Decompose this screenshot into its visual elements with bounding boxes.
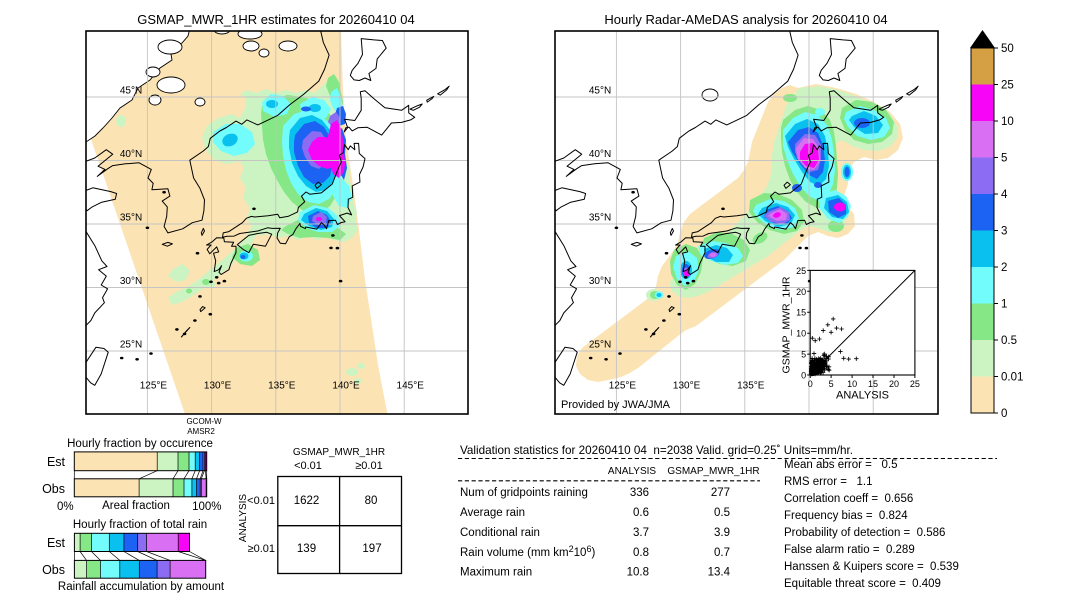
svg-text:Maximum rain: Maximum rain <box>460 567 532 579</box>
svg-text:0: 0 <box>808 379 813 389</box>
svg-text:False alarm ratio = 0.289: False alarm ratio = 0.289 <box>784 544 915 556</box>
svg-text:Hourly fraction by occurence: Hourly fraction by occurence <box>67 438 213 450</box>
svg-text:Provided by JWA/JMA: Provided by JWA/JMA <box>561 399 671 411</box>
svg-text:0.5: 0.5 <box>1001 335 1017 347</box>
svg-text:Rain volume (mm km2106): Rain volume (mm km2106) <box>460 544 595 559</box>
svg-text:Correlation coeff = 0.656: Correlation coeff = 0.656 <box>784 493 913 505</box>
svg-text:25°N: 25°N <box>589 340 611 351</box>
svg-text:ANALYSIS: ANALYSIS <box>238 494 249 542</box>
svg-text:Mean abs error = 0.5: Mean abs error = 0.5 <box>784 459 897 471</box>
svg-text:336: 336 <box>630 487 649 499</box>
svg-text:45°N: 45°N <box>589 86 611 97</box>
svg-text:RMS error = 1.1: RMS error = 1.1 <box>784 476 873 488</box>
svg-text:25: 25 <box>796 266 806 276</box>
svg-text:GSMAP_MWR_1HR: GSMAP_MWR_1HR <box>293 447 385 458</box>
svg-text:15: 15 <box>868 379 878 389</box>
svg-text:0%: 0% <box>57 501 74 513</box>
svg-text:5: 5 <box>801 350 806 360</box>
svg-text:Average rain: Average rain <box>460 507 525 519</box>
svg-text:135°E: 135°E <box>268 381 296 392</box>
svg-text:Num of gridpoints raining: Num of gridpoints raining <box>460 487 588 499</box>
svg-text:Validation statistics for 2026: Validation statistics for 20260410 04 n=… <box>460 444 853 457</box>
svg-text:Equitable threat score = 0.40: Equitable threat score = 0.409 <box>784 578 941 590</box>
svg-text:Est: Est <box>47 455 66 469</box>
svg-text:3: 3 <box>1001 226 1007 238</box>
svg-text:0.01: 0.01 <box>1001 372 1023 384</box>
svg-text:25: 25 <box>910 379 920 389</box>
svg-text:Probability of detection = 0.: Probability of detection = 0.586 <box>784 527 945 539</box>
svg-text:Rainfall accumulation by amoun: Rainfall accumulation by amount <box>58 581 225 593</box>
svg-text:Hourly fraction of total rain: Hourly fraction of total rain <box>73 519 207 531</box>
svg-text:GSMAP_MWR_1HR: GSMAP_MWR_1HR <box>667 466 759 477</box>
svg-text:GSMAP_MWR_1HR estimates for 20: GSMAP_MWR_1HR estimates for 20260410 04 <box>137 12 414 27</box>
svg-text:0.6: 0.6 <box>633 507 649 519</box>
svg-text:145°E: 145°E <box>397 381 425 392</box>
svg-text:80: 80 <box>365 495 378 507</box>
svg-text:35°N: 35°N <box>589 213 611 224</box>
svg-text:125°E: 125°E <box>609 381 637 392</box>
svg-text:0: 0 <box>801 371 806 381</box>
svg-text:5: 5 <box>829 379 834 389</box>
svg-text:AMSR2: AMSR2 <box>187 427 215 436</box>
svg-text:35°N: 35°N <box>120 213 142 224</box>
svg-text:Frequency bias = 0.824: Frequency bias = 0.824 <box>784 510 908 522</box>
svg-text:Obs: Obs <box>42 482 65 496</box>
svg-text:1: 1 <box>1001 299 1007 311</box>
svg-text:3.7: 3.7 <box>633 527 649 539</box>
svg-text:10.8: 10.8 <box>627 567 649 579</box>
svg-text:30°N: 30°N <box>120 276 142 287</box>
svg-text:Est: Est <box>47 536 66 550</box>
svg-text:30°N: 30°N <box>589 276 611 287</box>
svg-text:0.8: 0.8 <box>633 547 649 559</box>
svg-text:≥0.01: ≥0.01 <box>248 543 275 555</box>
svg-text:40°N: 40°N <box>589 149 611 160</box>
svg-text:Hanssen & Kuipers score = 0.5: Hanssen & Kuipers score = 0.539 <box>784 561 959 573</box>
svg-text:1622: 1622 <box>294 495 320 507</box>
svg-text:135°E: 135°E <box>737 381 765 392</box>
svg-text:0: 0 <box>1001 408 1007 420</box>
svg-text:277: 277 <box>711 487 730 499</box>
svg-text:40°N: 40°N <box>120 149 142 160</box>
svg-text:GCOM-W: GCOM-W <box>186 417 222 426</box>
svg-text:20: 20 <box>889 379 899 389</box>
svg-text:<0.01: <0.01 <box>294 460 322 472</box>
svg-text:10: 10 <box>1001 116 1014 128</box>
svg-text:197: 197 <box>362 543 381 555</box>
svg-text:15: 15 <box>796 308 806 318</box>
svg-text:5: 5 <box>1001 153 1007 165</box>
svg-text:2: 2 <box>1001 262 1007 274</box>
svg-text:10: 10 <box>796 329 806 339</box>
svg-text:100%: 100% <box>192 501 221 513</box>
svg-text:25°N: 25°N <box>120 340 142 351</box>
svg-text:Areal fraction: Areal fraction <box>102 500 170 512</box>
svg-text:20: 20 <box>796 287 806 297</box>
svg-text:GSMAP_MWR_1HR: GSMAP_MWR_1HR <box>781 276 793 373</box>
svg-text:4: 4 <box>1001 189 1008 201</box>
svg-text:3.9: 3.9 <box>714 527 730 539</box>
svg-text:50: 50 <box>1001 43 1014 55</box>
svg-text:ANALYSIS: ANALYSIS <box>836 390 889 402</box>
svg-text:13.4: 13.4 <box>708 567 731 579</box>
svg-text:Hourly Radar-AMeDAS analysis f: Hourly Radar-AMeDAS analysis for 2026041… <box>604 12 887 27</box>
svg-text:140°E: 140°E <box>332 381 360 392</box>
svg-text:25: 25 <box>1001 80 1014 92</box>
svg-text:Conditional rain: Conditional rain <box>460 527 540 539</box>
svg-text:0.7: 0.7 <box>714 547 730 559</box>
svg-text:130°E: 130°E <box>673 381 701 392</box>
svg-text:130°E: 130°E <box>204 381 232 392</box>
svg-text:10: 10 <box>847 379 857 389</box>
svg-text:139: 139 <box>297 543 316 555</box>
svg-text:ANALYSIS: ANALYSIS <box>608 466 656 477</box>
svg-text:≥0.01: ≥0.01 <box>355 460 382 472</box>
svg-text:0.5: 0.5 <box>714 507 730 519</box>
svg-text:<0.01: <0.01 <box>247 495 275 507</box>
svg-text:45°N: 45°N <box>120 86 142 97</box>
svg-text:Obs: Obs <box>42 563 65 577</box>
svg-text:125°E: 125°E <box>140 381 168 392</box>
